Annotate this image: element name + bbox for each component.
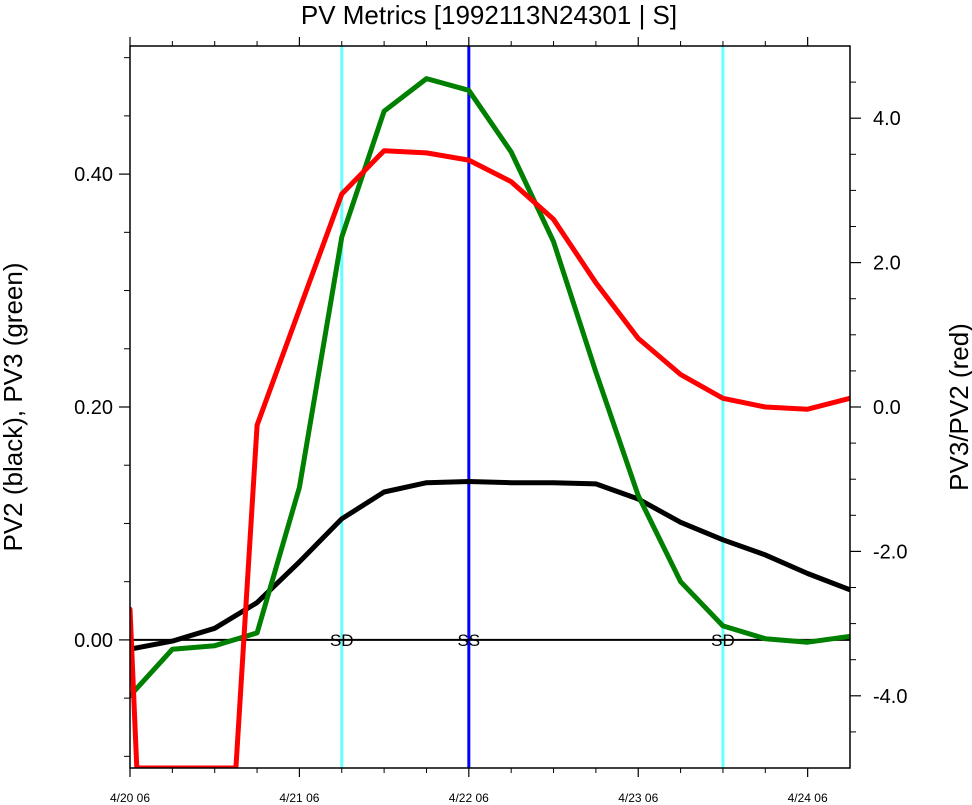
x-tick-label: 4/21 06 [279, 791, 319, 805]
y-axis-label-left: PV2 (black), PV3 (green) [0, 262, 28, 551]
series-layer [130, 76, 850, 768]
event-label-2: SD [711, 631, 735, 650]
y-axis-label-right: PV3/PV2 (red) [944, 323, 972, 491]
event-label-1: SS [457, 631, 480, 650]
right-tick-label: -4.0 [873, 686, 907, 708]
left-tick-label: 0.40 [74, 164, 113, 186]
right-tick-label: 2.0 [873, 253, 901, 275]
right-tick-label: 0.0 [873, 397, 901, 419]
plot-frame [129, 45, 851, 769]
axes: 0.00 0.20 0.40 -4.0 -2.0 0.0 2.0 4.0 4/20 06 4/21… [74, 37, 907, 805]
event-lines [340, 46, 725, 768]
right-tick-label: 4.0 [873, 108, 901, 130]
series-line-2 [130, 148, 850, 768]
series-line-1 [130, 76, 850, 699]
event-labels: SD SS SD [330, 631, 735, 650]
series-line-0 [130, 479, 850, 652]
left-tick-label: 0.20 [74, 397, 113, 419]
right-tick-label: -2.0 [873, 541, 907, 563]
x-tick-label: 4/22 06 [449, 791, 489, 805]
x-tick-label: 4/24 06 [788, 791, 828, 805]
event-label-0: SD [330, 631, 354, 650]
x-tick-label: 4/20 06 [110, 791, 150, 805]
x-tick-label: 4/23 06 [618, 791, 658, 805]
chart-title: PV Metrics [1992113N24301 | S] [301, 0, 677, 30]
left-tick-label: 0.00 [74, 630, 113, 652]
